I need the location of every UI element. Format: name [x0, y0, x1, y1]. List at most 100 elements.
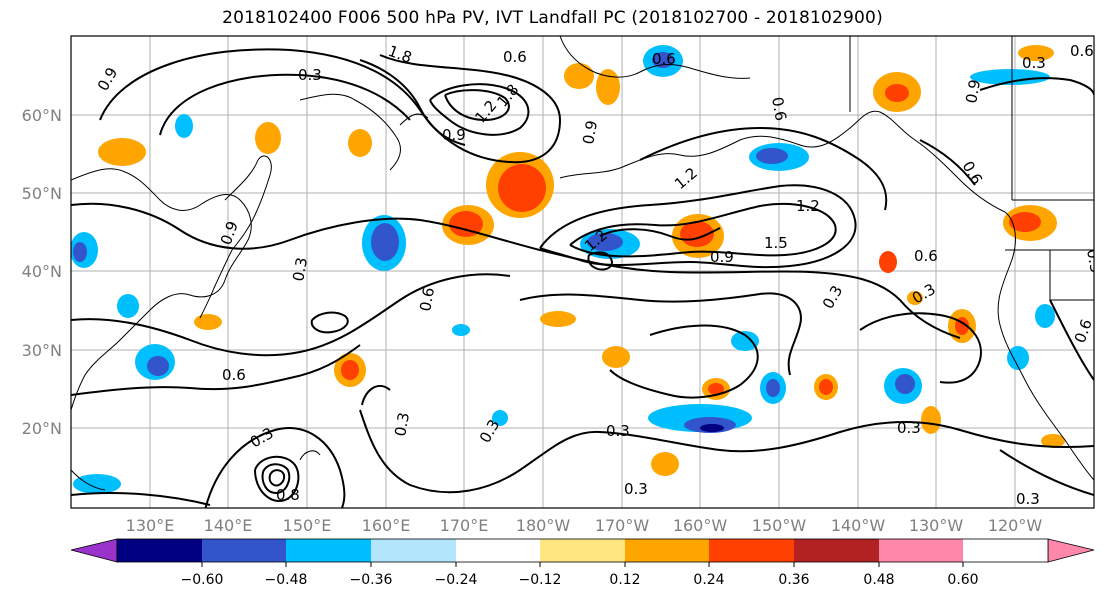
- colorbar-frame: [116, 538, 1049, 563]
- lat-label: 50°N: [22, 184, 62, 203]
- lat-label: 20°N: [22, 419, 62, 438]
- negative-pv-anomaly: [587, 233, 623, 251]
- positive-pv-anomaly: [1018, 45, 1054, 61]
- colorbar-tick-label: 0.12: [609, 572, 640, 588]
- lon-label: 160°W: [673, 516, 728, 535]
- contour-label: 0.9: [217, 219, 242, 248]
- pv-contours: [71, 48, 1094, 508]
- contour-label: 0.9: [94, 64, 122, 94]
- negative-pv-anomaly: [766, 379, 780, 397]
- contour-label: 0.9: [579, 119, 601, 146]
- colorbar-segment: [963, 539, 1048, 562]
- negative-pv-anomaly: [700, 424, 724, 432]
- lon-label: 140°E: [204, 516, 253, 535]
- positive-pv-anomaly: [819, 379, 833, 395]
- colorbar-segment: [456, 539, 540, 562]
- contour-label: 0.6: [652, 50, 676, 68]
- map-plot-area: 1.8 0.6 0.6 0.9 0.3 0.3 0.9 1.2 1.8 0.6 …: [71, 36, 1096, 508]
- contour-labels: 1.8 0.6 0.6 0.9 0.3 0.3 0.9 1.2 1.8 0.6 …: [94, 42, 1096, 508]
- colorbar-ticks: [201, 562, 964, 567]
- colorbar-segment: [540, 539, 625, 562]
- positive-pv-anomaly: [449, 211, 483, 237]
- lon-label: 170°W: [595, 516, 650, 535]
- lon-label: 150°E: [283, 516, 332, 535]
- latitude-labels: 60°N 50°N 40°N 30°N 20°N: [22, 106, 62, 438]
- contour-label: 0.3: [897, 419, 921, 437]
- colorbar-tick-label: −0.60: [181, 572, 224, 588]
- colorbar-tick-label: 0.36: [778, 572, 809, 588]
- negative-pv-anomaly: [73, 474, 121, 494]
- lon-label: 140°W: [831, 516, 886, 535]
- colorbar-segment: [709, 539, 794, 562]
- graticule: [71, 36, 1094, 508]
- colorbar-tick-label: 0.60: [947, 572, 978, 588]
- colorbar-segment: [879, 539, 963, 562]
- contour-label: 1.2: [796, 197, 820, 215]
- colorbar-segment: [625, 539, 709, 562]
- positive-pv-anomaly: [708, 383, 724, 395]
- negative-pv-anomaly: [371, 223, 399, 261]
- contour-label: 0.6: [768, 96, 790, 123]
- positive-pv-anomaly: [921, 406, 941, 434]
- colorbar-segment: [117, 539, 202, 562]
- positive-pv-anomaly: [651, 452, 679, 476]
- contour-label: 0.6: [503, 48, 527, 66]
- positive-pv-anomaly: [498, 164, 546, 212]
- contour-label: 0.8: [276, 486, 300, 504]
- colorbar-segment: [202, 539, 286, 562]
- positive-pv-anomaly: [348, 129, 372, 157]
- positive-pv-anomaly: [1009, 212, 1041, 232]
- contour-label: 0.3: [819, 282, 847, 312]
- contour-label: 0.3: [606, 422, 630, 440]
- colorbar-extend-high: [1047, 538, 1095, 563]
- negative-pv-anomaly: [756, 148, 788, 164]
- positive-pv-anomaly: [1041, 434, 1065, 448]
- lon-label: 170°E: [440, 516, 489, 535]
- contour-label: 0.6: [222, 366, 246, 384]
- negative-pv-anomaly: [895, 374, 915, 394]
- negative-pv-anomaly: [1007, 346, 1029, 370]
- contour-label: 0.3: [1022, 54, 1046, 72]
- contour-label: 0.9: [442, 126, 466, 144]
- negative-pv-anomaly: [117, 294, 139, 318]
- map-frame: [70, 35, 1095, 509]
- map-title: 2018102400 F006 500 hPa PV, IVT Landfall…: [222, 8, 883, 28]
- negative-pv-anomaly: [73, 242, 87, 262]
- lon-label: 160°E: [362, 516, 411, 535]
- positive-pv-anomaly: [602, 346, 630, 368]
- pv-shading: [71, 45, 1065, 494]
- negative-pv-anomaly: [492, 410, 508, 426]
- negative-pv-anomaly: [652, 52, 674, 68]
- colorbar-tick-label: −0.12: [519, 572, 562, 588]
- contour-label: 0.9: [710, 248, 734, 266]
- positive-pv-anomaly: [194, 314, 222, 330]
- positive-pv-anomaly: [564, 63, 594, 89]
- negative-pv-anomaly: [452, 324, 470, 336]
- contour-label: 0.3: [298, 66, 322, 84]
- lon-label: 150°W: [752, 516, 807, 535]
- contour-label: 0.9: [962, 78, 984, 105]
- contour-label: 0.6: [1071, 317, 1096, 346]
- colorbar-segment: [371, 539, 456, 562]
- lat-label: 30°N: [22, 341, 62, 360]
- negative-pv-anomaly: [970, 69, 1050, 85]
- negative-pv-anomaly: [731, 331, 759, 351]
- lat-label: 40°N: [22, 262, 62, 281]
- contour-label: 0.6: [914, 247, 938, 265]
- positive-pv-anomaly: [540, 311, 576, 327]
- positive-pv-anomaly: [596, 69, 620, 105]
- positive-pv-anomaly: [255, 122, 281, 154]
- colorbar-tick-label: −0.24: [435, 572, 478, 588]
- longitude-labels: 130°E 140°E 150°E 160°E 170°E 180°W 170°…: [126, 516, 1043, 535]
- positive-pv-anomaly: [341, 360, 359, 380]
- contour-label: 0.6: [1070, 42, 1094, 60]
- colorbar-extend-low: [70, 538, 118, 563]
- colorbar-segment: [794, 539, 879, 562]
- lat-label: 60°N: [22, 106, 62, 125]
- colorbar: −0.60 −0.48 −0.36 −0.24 −0.12 0.12 0.24 …: [70, 538, 1095, 588]
- contour-label: 0.6: [416, 286, 438, 313]
- colorbar-tick-label: −0.36: [350, 572, 393, 588]
- lon-label: 120°W: [988, 516, 1043, 535]
- positive-pv-anomaly: [879, 251, 897, 273]
- contour-label: 0.3: [1016, 490, 1040, 508]
